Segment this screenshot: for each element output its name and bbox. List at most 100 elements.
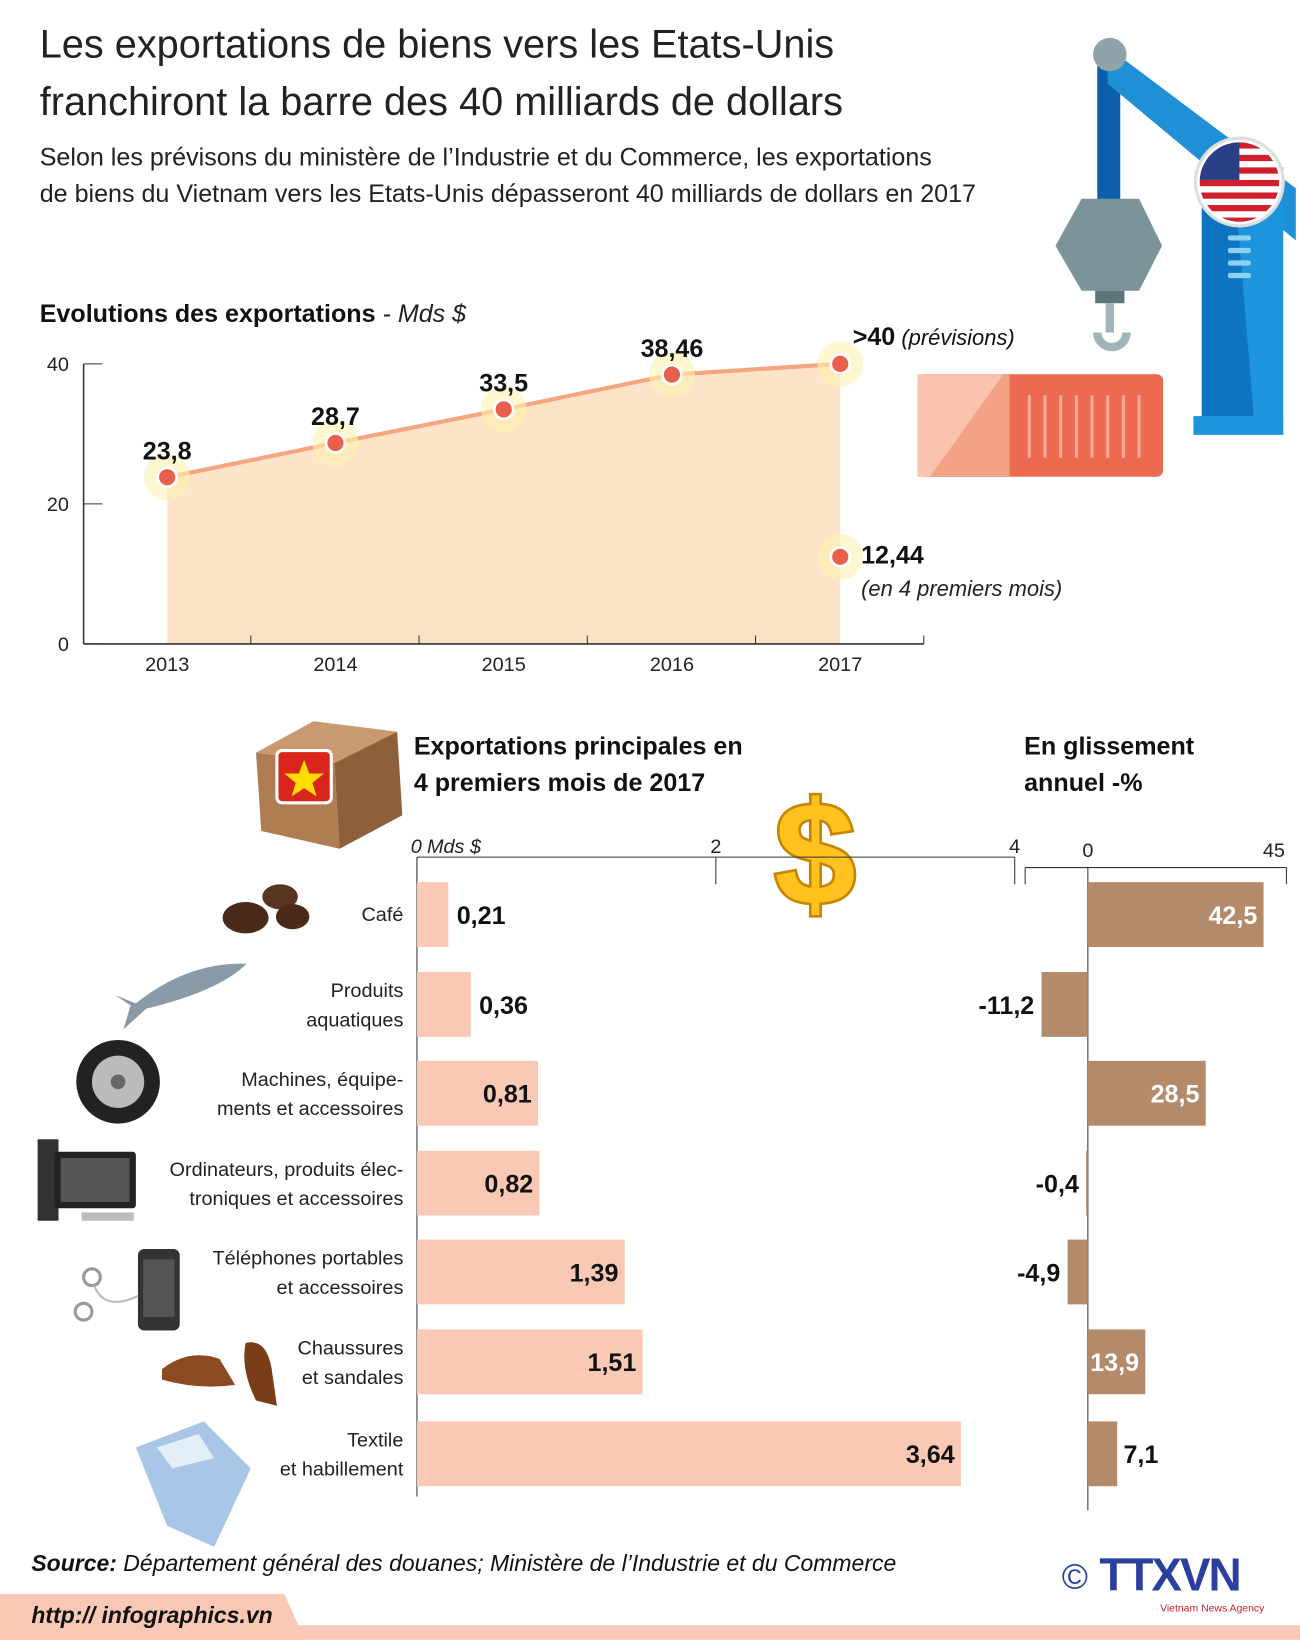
growth-chart-title-line-1: En glissement [1024, 733, 1195, 761]
bar [1087, 1060, 1206, 1126]
x-tick-label: 45 [1263, 840, 1285, 862]
category-label: aquatiques [306, 1009, 403, 1031]
export-bar-chart: 0 Mds $ 2 4 0,21 Café 0,36 Produits aquatiques 0,… [170, 836, 1020, 1497]
fish-icon [114, 963, 247, 1030]
category-label: Chaussures [297, 1338, 403, 1360]
partial-year-label: 12,44 [861, 541, 924, 569]
category-label: et accessoires [277, 1277, 404, 1299]
category-label: et sandales [302, 1367, 404, 1389]
category-label: et habillement [280, 1459, 404, 1481]
website-url[interactable]: http:// infographics.vn [31, 1602, 272, 1628]
title-line-1: Les exportations de biens vers les Etats… [40, 23, 834, 67]
shirt-icon [135, 1421, 251, 1547]
area-fill [167, 363, 841, 644]
forecast-label: >40 (prévisions) [853, 323, 1015, 351]
dollar-sign-icon: $ [772, 771, 859, 939]
bar [1067, 1239, 1088, 1305]
x-tick-label: 2017 [818, 654, 862, 676]
bar [1087, 1329, 1146, 1395]
bar [416, 1239, 625, 1305]
bar-value-label: 13,9 [1090, 1349, 1139, 1377]
footer-bar [0, 1625, 1300, 1640]
x-tick-label: 2014 [313, 654, 357, 676]
category-label: Café [361, 904, 403, 926]
x-tick-label: 2013 [145, 654, 189, 676]
source-text: Source: Département général des douanes;… [31, 1550, 896, 1576]
bar [1041, 972, 1088, 1037]
data-label: 23,8 [143, 438, 192, 466]
logo-subtitle: Vietnam News Agency [1160, 1604, 1265, 1615]
category-label: Textile [347, 1429, 403, 1451]
bar-value-label: 1,51 [588, 1349, 637, 1377]
bar-value-label: 0,36 [479, 992, 528, 1020]
bar-value-label: -11,2 [978, 992, 1034, 1020]
url-tab [0, 1593, 306, 1640]
category-label: Ordinateurs, produits élec- [170, 1159, 404, 1181]
category-label: Téléphones portables [213, 1248, 404, 1270]
x-tick-label: 4 [1009, 836, 1020, 858]
tire-icon [76, 1039, 160, 1124]
bar-value-label: 7,1 [1123, 1441, 1158, 1469]
data-label: 33,5 [479, 370, 528, 398]
x-tick-label: 2016 [650, 654, 694, 676]
bar [1086, 1150, 1088, 1216]
copyright-symbol: © [1062, 1557, 1088, 1597]
data-point [829, 546, 851, 568]
growth-chart-title-line-2: annuel -% [1024, 769, 1142, 797]
category-label: Machines, équipe- [241, 1069, 403, 1091]
forecast-note: (prévisions) [895, 325, 1014, 350]
x-tick-label: 0 Mds $ [411, 836, 482, 858]
bar [416, 1150, 540, 1216]
line-chart: 0 20 40 2013 2014 2015 2016 2017 23,8 28,7 33,5 38,… [47, 323, 1062, 676]
shoes-icon [161, 1342, 277, 1406]
box-vietnam-icon [256, 721, 403, 849]
title-line-2: franchiront la barre des 40 milliards de… [40, 80, 843, 124]
bar [1087, 1421, 1118, 1487]
category-label: ments et accessoires [217, 1098, 403, 1120]
forecast-value: >40 [853, 323, 896, 351]
bar-chart-title-line-2: 4 premiers mois de 2017 [414, 769, 705, 797]
data-point [661, 363, 683, 386]
data-label: 28,7 [311, 403, 360, 431]
x-tick-label: 2015 [482, 654, 526, 676]
bar [416, 1421, 961, 1487]
bar-chart-title-line-1: Exportations principales en [414, 733, 743, 761]
y-tick-label: 20 [47, 494, 69, 516]
bar-value-label: 3,64 [906, 1441, 955, 1469]
computer-icon [37, 1139, 136, 1221]
partial-year-note: (en 4 premiers mois) [861, 576, 1062, 601]
container-illustration [917, 374, 1164, 477]
bar [416, 972, 471, 1037]
us-flag-icon [1193, 136, 1285, 228]
unit-label: Mds $ [427, 836, 482, 858]
coffee-beans-icon [222, 884, 310, 934]
bar-value-label: 0,21 [457, 902, 506, 930]
bar [416, 1060, 539, 1126]
line-chart-title: Evolutions des exportations - Mds $ [40, 300, 467, 328]
bar [416, 882, 449, 947]
subtitle-line-2: de biens du Vietnam vers les Etats-Unis … [40, 180, 976, 208]
data-point [324, 432, 347, 454]
data-point [156, 466, 178, 488]
mobile-phone-icon [73, 1248, 180, 1331]
category-label: troniques et accessoires [189, 1188, 403, 1210]
bar-value-label: -4,9 [1017, 1259, 1060, 1287]
bar-value-label: -0,4 [1036, 1171, 1079, 1199]
y-tick-label: 0 [58, 634, 69, 656]
data-label: 38,46 [641, 335, 704, 363]
ttxvn-logo: © TTXVN Vietnam News Agency [1062, 1549, 1265, 1615]
bar-value-label: 28,5 [1151, 1081, 1200, 1109]
subtitle-line-1: Selon les prévisons du ministère de l’In… [40, 143, 932, 171]
category-label: Produits [331, 980, 404, 1002]
data-point [829, 353, 851, 375]
x-tick-0: 0 [411, 836, 422, 858]
logo-text: TTXVN [1099, 1549, 1239, 1601]
x-tick-label: 0 [1082, 840, 1093, 862]
bar [416, 1329, 643, 1395]
svg-text:$: $ [774, 773, 855, 936]
y-tick-label: 40 [47, 354, 69, 376]
growth-bar-chart: 0 45 42,5 -11,2 28,5 -0,4 -4,9 13,9 7,1 [978, 840, 1287, 1511]
data-point [492, 398, 515, 421]
x-tick-label: 2 [710, 836, 721, 858]
